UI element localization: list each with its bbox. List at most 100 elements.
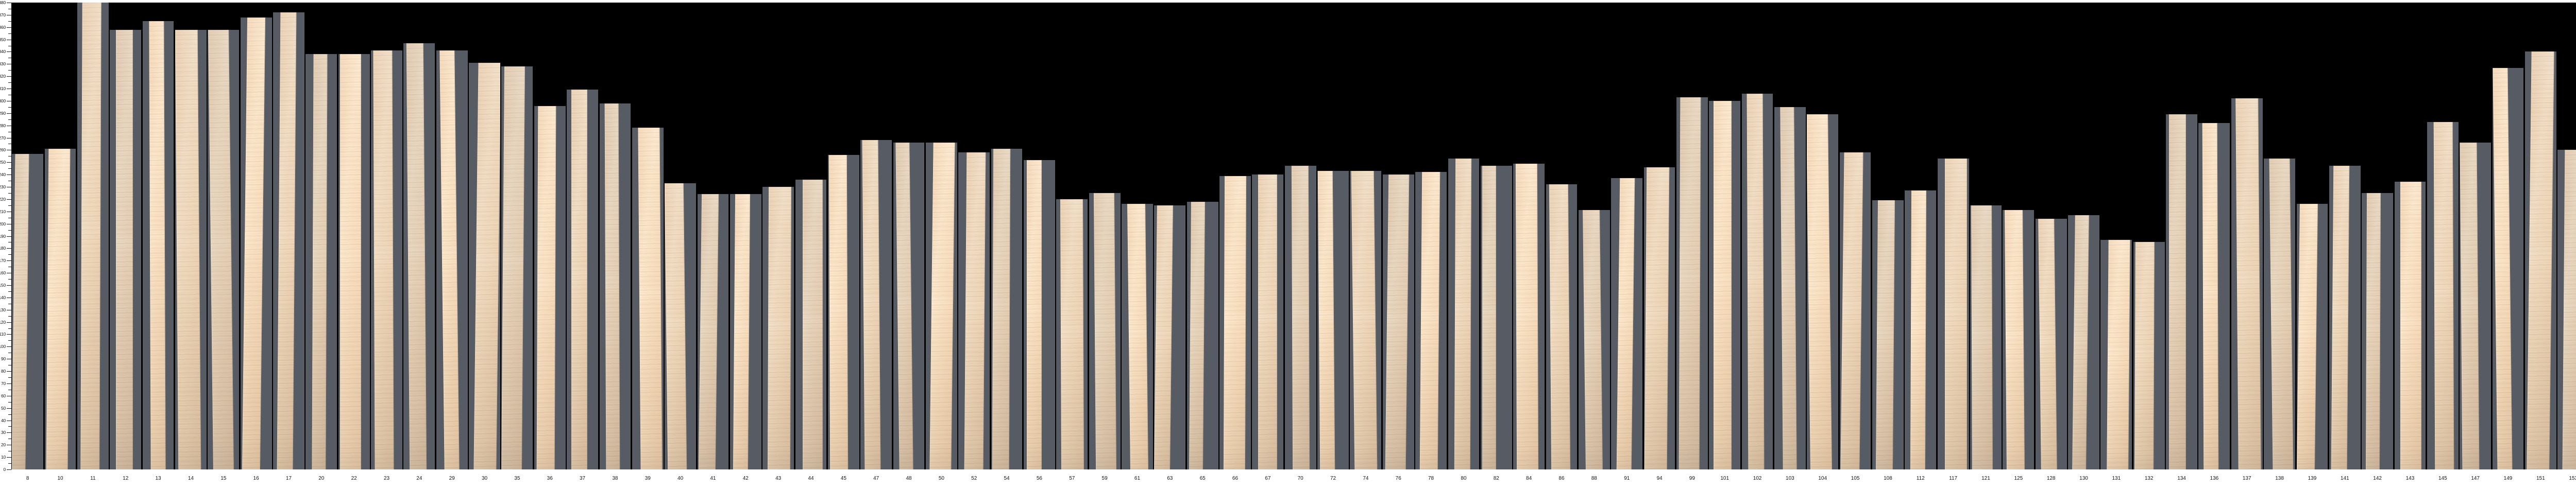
board-bar[interactable] xyxy=(110,29,142,469)
board-bar[interactable] xyxy=(2394,182,2426,469)
board-bar[interactable] xyxy=(2460,143,2492,469)
x-axis-tick-label: 72 xyxy=(1330,476,1336,481)
board-bar[interactable] xyxy=(762,187,794,469)
wood-board-sample xyxy=(208,29,234,469)
board-bar[interactable] xyxy=(12,153,44,469)
board-bar[interactable] xyxy=(1709,100,1741,469)
board-bar[interactable] xyxy=(1546,184,1578,469)
board-bar[interactable] xyxy=(827,154,859,469)
y-axis-minor-tick xyxy=(8,340,11,341)
y-axis-tick-label: 90 xyxy=(1,356,6,362)
x-axis-tick-label: 11 xyxy=(90,476,96,481)
board-bar[interactable] xyxy=(306,54,337,469)
x-axis-tick-label: 82 xyxy=(1493,476,1499,481)
board-bar[interactable] xyxy=(567,90,598,469)
board-bar[interactable] xyxy=(1774,107,1806,469)
board-bar[interactable] xyxy=(2231,98,2263,469)
board-bar[interactable] xyxy=(1350,171,1382,469)
board-bar[interactable] xyxy=(436,50,468,469)
board-bar[interactable] xyxy=(1676,97,1708,469)
board-bar[interactable] xyxy=(2198,123,2230,469)
board-bar[interactable] xyxy=(534,106,566,469)
board-bar[interactable] xyxy=(1382,174,1414,469)
board-bar[interactable] xyxy=(403,43,435,469)
board-bar[interactable] xyxy=(77,3,109,469)
wood-board-sample xyxy=(1317,171,1335,469)
board-bar[interactable] xyxy=(1252,174,1284,469)
board-bar[interactable] xyxy=(142,21,174,469)
board-bar[interactable] xyxy=(599,103,631,469)
board-bar[interactable] xyxy=(2492,67,2524,469)
board-bar[interactable] xyxy=(958,152,990,469)
board-bar[interactable] xyxy=(1937,159,1969,469)
board-bar[interactable] xyxy=(1122,204,1153,469)
board-bar[interactable] xyxy=(2133,242,2165,469)
board-bar[interactable] xyxy=(1480,166,1512,469)
board-bar[interactable] xyxy=(208,29,240,469)
board-bar[interactable] xyxy=(1611,178,1643,469)
board-bar[interactable] xyxy=(1415,172,1447,469)
board-bar[interactable] xyxy=(2557,150,2576,469)
board-bar[interactable] xyxy=(1284,166,1316,469)
board-bar[interactable] xyxy=(1741,93,1773,469)
board-bar[interactable] xyxy=(2068,215,2099,469)
board-bar[interactable] xyxy=(371,50,402,469)
wood-board-sample xyxy=(1060,199,1084,469)
board-bar[interactable] xyxy=(665,183,696,469)
x-axis-tick-label: 99 xyxy=(1689,476,1695,481)
board-bar[interactable] xyxy=(2035,219,2067,469)
x-axis-tick-label: 104 xyxy=(1818,476,1827,481)
x-axis-tick-label: 59 xyxy=(1101,476,1108,481)
board-bar[interactable] xyxy=(697,194,729,469)
board-bar[interactable] xyxy=(2524,51,2556,469)
board-bar[interactable] xyxy=(501,66,533,469)
board-bar[interactable] xyxy=(1578,210,1610,469)
board-bar[interactable] xyxy=(2166,114,2197,469)
board-bar[interactable] xyxy=(1872,200,1904,469)
wood-board-sample xyxy=(2202,123,2219,469)
board-bar[interactable] xyxy=(1154,205,1186,469)
board-bar[interactable] xyxy=(893,143,925,469)
board-bar[interactable] xyxy=(44,149,76,469)
board-bar[interactable] xyxy=(2427,121,2459,469)
y-axis-minor-tick xyxy=(8,205,11,206)
board-bar[interactable] xyxy=(175,29,207,469)
board-bar[interactable] xyxy=(2362,193,2394,469)
board-bar[interactable] xyxy=(1643,167,1675,469)
board-bar[interactable] xyxy=(469,62,500,469)
x-axis-tick-label: 17 xyxy=(285,476,292,481)
board-bar[interactable] xyxy=(1089,193,1121,469)
y-axis-major-tick xyxy=(7,334,11,335)
board-bar[interactable] xyxy=(925,143,957,469)
wood-board-sample xyxy=(2235,98,2261,469)
board-bar[interactable] xyxy=(795,179,827,469)
board-bar[interactable] xyxy=(991,149,1023,469)
board-bar[interactable] xyxy=(860,140,892,469)
board-bar[interactable] xyxy=(2296,204,2328,469)
board-bar[interactable] xyxy=(1219,176,1251,469)
wood-board-sample xyxy=(373,50,394,469)
board-bar[interactable] xyxy=(1807,114,1839,469)
y-axis-tick-label: 230 xyxy=(0,184,6,190)
board-bar[interactable] xyxy=(240,17,272,469)
board-bar[interactable] xyxy=(730,194,761,469)
board-bar[interactable] xyxy=(2329,166,2361,469)
board-bar[interactable] xyxy=(1317,171,1349,469)
board-bar[interactable] xyxy=(1448,159,1480,469)
board-bar[interactable] xyxy=(2100,239,2132,469)
board-bar[interactable] xyxy=(1187,201,1218,469)
y-axis-tick-label: 130 xyxy=(0,307,6,312)
wood-board-sample xyxy=(1780,107,1797,469)
x-axis-tick-label: 10 xyxy=(57,476,63,481)
board-bar[interactable] xyxy=(338,54,370,469)
board-bar[interactable] xyxy=(273,12,304,469)
board-bar[interactable] xyxy=(1905,190,1937,469)
board-bar[interactable] xyxy=(2003,210,2035,469)
board-bar[interactable] xyxy=(1513,163,1545,469)
board-bar[interactable] xyxy=(1024,160,1055,469)
board-bar[interactable] xyxy=(2264,159,2295,469)
board-bar[interactable] xyxy=(632,128,664,469)
board-bar[interactable] xyxy=(1839,152,1871,469)
board-bar[interactable] xyxy=(1970,205,2002,469)
board-bar[interactable] xyxy=(1056,199,1088,469)
